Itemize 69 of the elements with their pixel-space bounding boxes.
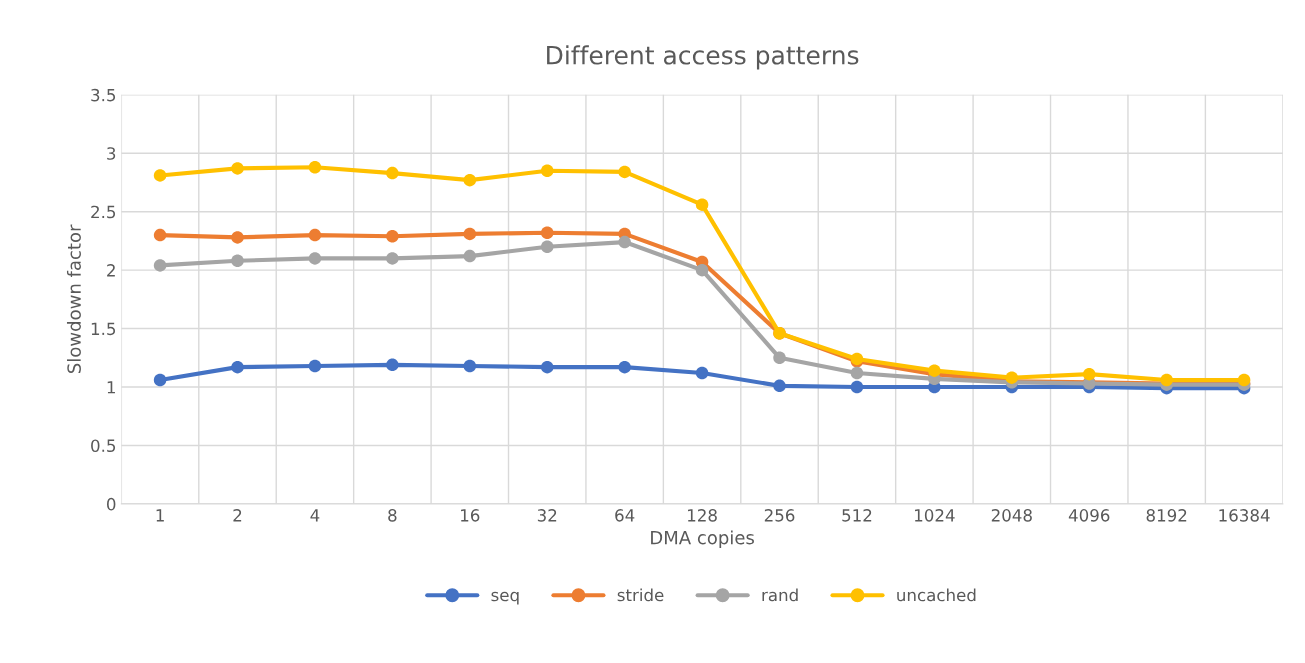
point [618, 235, 631, 249]
point [386, 229, 399, 243]
x-tick-label: 256 [764, 509, 795, 522]
point [1160, 373, 1173, 387]
point [308, 359, 322, 373]
point [1082, 367, 1096, 381]
x-tick-label: 2048 [991, 509, 1032, 522]
point [540, 240, 554, 253]
x-tick-label: 4 [310, 509, 320, 522]
x-tick-label: 1 [156, 509, 164, 522]
point [618, 165, 631, 179]
x-axis-title: DMA copies [651, 530, 754, 548]
x-tick-label: 4096 [1068, 509, 1110, 522]
point [153, 228, 167, 242]
x-tick-label: 1024 [915, 509, 955, 522]
x-tick-label: 16 [461, 509, 480, 522]
legend-label: stride [617, 588, 664, 602]
y-tick-label: 2.5 [91, 205, 116, 219]
point [153, 373, 167, 387]
x-tick-label: 32 [537, 509, 557, 522]
y-tick-label: 1 [107, 381, 115, 394]
y-tick-label: 2 [107, 264, 115, 277]
point [463, 359, 477, 373]
y-axis-title: Slowdown factor [66, 224, 81, 373]
point [1237, 373, 1251, 387]
point [540, 226, 554, 239]
y-tick-label: 3 [107, 147, 116, 160]
legend-label: uncached [897, 588, 976, 602]
point [540, 164, 554, 178]
point [618, 360, 631, 374]
point [1005, 371, 1019, 384]
y-tick-label: 0 [107, 497, 116, 511]
point [695, 263, 709, 277]
point [463, 173, 477, 187]
point [231, 231, 244, 244]
point [153, 259, 167, 272]
point [386, 358, 399, 372]
point [773, 351, 786, 365]
point [463, 227, 477, 241]
y-tick-label: 3.5 [91, 88, 116, 102]
legend-label: rand [762, 588, 798, 602]
point [308, 252, 322, 265]
x-tick-label: 512 [842, 509, 872, 522]
point [695, 198, 709, 211]
point [773, 379, 786, 393]
point [231, 254, 244, 268]
point [231, 360, 244, 374]
point [540, 360, 554, 374]
x-tick-label: 2 [233, 509, 242, 522]
point [308, 161, 322, 174]
point [850, 366, 864, 380]
x-tick-label: 128 [688, 509, 717, 522]
point [695, 366, 709, 380]
x-tick-label: 64 [615, 509, 635, 522]
point [386, 166, 399, 180]
legend-label: seq [491, 591, 519, 605]
point [153, 169, 167, 182]
point [386, 252, 399, 265]
x-tick-label: 8 [388, 509, 397, 522]
x-tick-label: 16384 [1219, 509, 1270, 522]
y-tick-label: 1.5 [91, 322, 116, 336]
point [850, 380, 864, 394]
point [928, 364, 941, 377]
point [463, 249, 477, 263]
chart-title: Different access patterns [547, 45, 859, 70]
y-tick-label: 0.5 [91, 439, 116, 453]
point [308, 228, 322, 242]
x-tick-label: 8192 [1146, 509, 1187, 522]
point [231, 162, 244, 175]
